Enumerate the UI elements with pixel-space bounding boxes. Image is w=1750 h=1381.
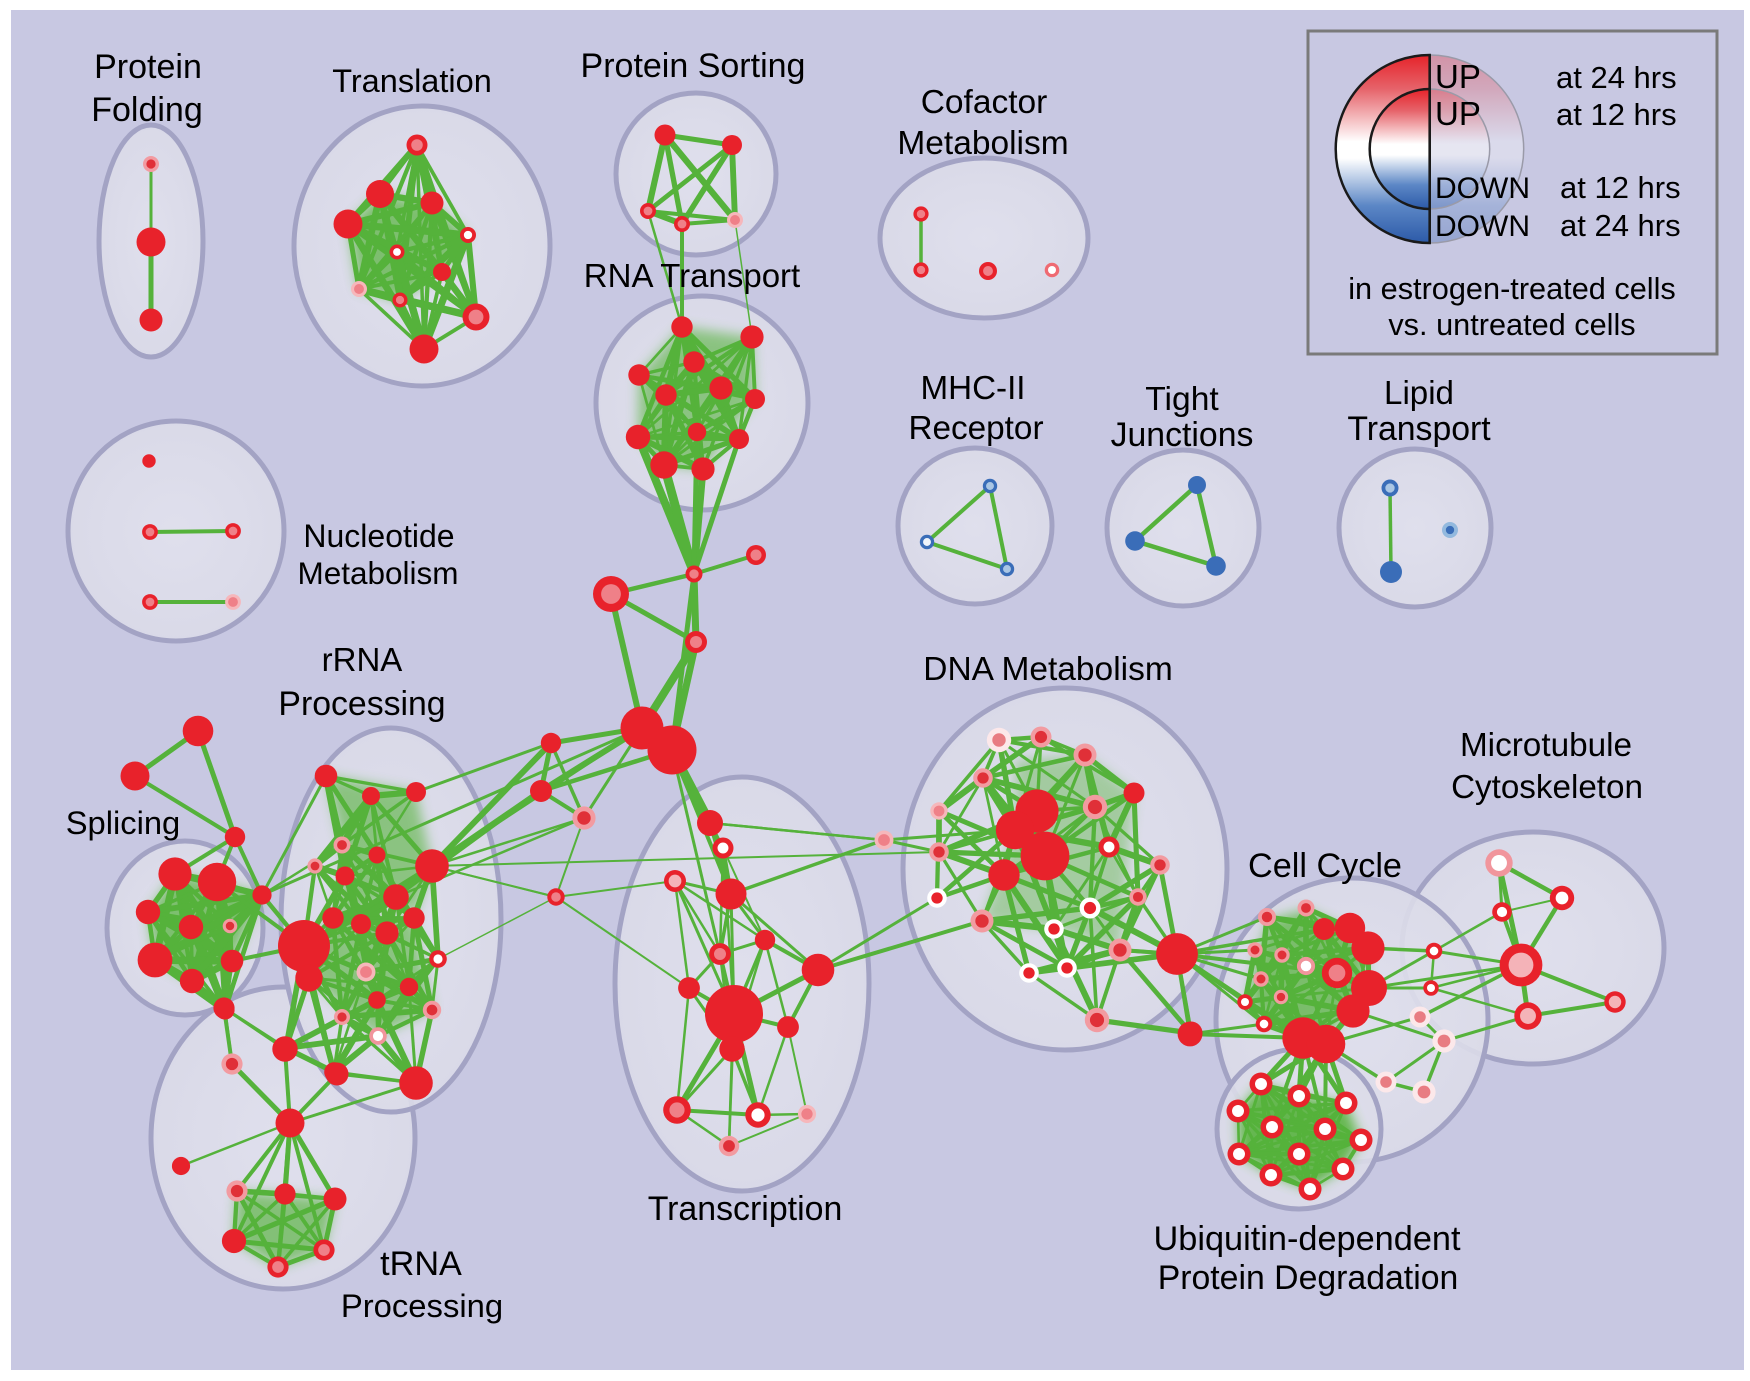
svg-text:Ubiquitin-dependent: Ubiquitin-dependent <box>1154 1220 1461 1258</box>
svg-text:Microtubule: Microtubule <box>1460 727 1632 764</box>
svg-text:Cell Cycle: Cell Cycle <box>1248 847 1402 885</box>
svg-text:tRNA: tRNA <box>380 1245 462 1283</box>
svg-text:Translation: Translation <box>332 63 492 99</box>
svg-text:at 12 hrs: at 12 hrs <box>1560 170 1681 205</box>
svg-text:Tight: Tight <box>1145 381 1219 418</box>
svg-text:Splicing: Splicing <box>66 804 180 841</box>
svg-text:Receptor: Receptor <box>908 410 1043 447</box>
svg-text:UP: UP <box>1435 58 1481 95</box>
svg-text:DOWN: DOWN <box>1435 210 1530 243</box>
svg-text:Processing: Processing <box>341 1287 503 1324</box>
svg-text:rRNA: rRNA <box>322 641 403 678</box>
svg-text:Folding: Folding <box>91 91 203 129</box>
svg-text:Protein Degradation: Protein Degradation <box>1158 1259 1459 1297</box>
svg-text:Protein Sorting: Protein Sorting <box>581 47 806 85</box>
svg-text:at 24 hrs: at 24 hrs <box>1560 208 1681 243</box>
svg-text:MHC-II: MHC-II <box>920 370 1025 407</box>
svg-text:at 24 hrs: at 24 hrs <box>1556 60 1677 95</box>
svg-text:Cofactor: Cofactor <box>921 84 1048 121</box>
svg-text:UP: UP <box>1435 95 1481 132</box>
svg-text:Processing: Processing <box>278 685 445 723</box>
svg-text:vs. untreated cells: vs. untreated cells <box>1388 307 1635 342</box>
svg-text:Transport: Transport <box>1347 410 1491 448</box>
svg-text:Lipid: Lipid <box>1384 375 1454 412</box>
svg-text:Cytoskeleton: Cytoskeleton <box>1451 769 1643 806</box>
svg-text:in estrogen-treated cells: in estrogen-treated cells <box>1348 271 1676 306</box>
svg-text:DOWN: DOWN <box>1435 172 1530 205</box>
svg-text:DNA Metabolism: DNA Metabolism <box>923 651 1172 688</box>
svg-text:Transcription: Transcription <box>648 1190 843 1228</box>
svg-text:Junctions: Junctions <box>1111 416 1254 454</box>
svg-text:at 12 hrs: at 12 hrs <box>1556 97 1677 132</box>
svg-text:Nucleotide: Nucleotide <box>303 518 454 554</box>
svg-text:Metabolism: Metabolism <box>297 555 458 591</box>
svg-text:Metabolism: Metabolism <box>897 125 1068 162</box>
svg-text:RNA Transport: RNA Transport <box>584 257 800 294</box>
svg-text:Protein: Protein <box>94 48 202 86</box>
